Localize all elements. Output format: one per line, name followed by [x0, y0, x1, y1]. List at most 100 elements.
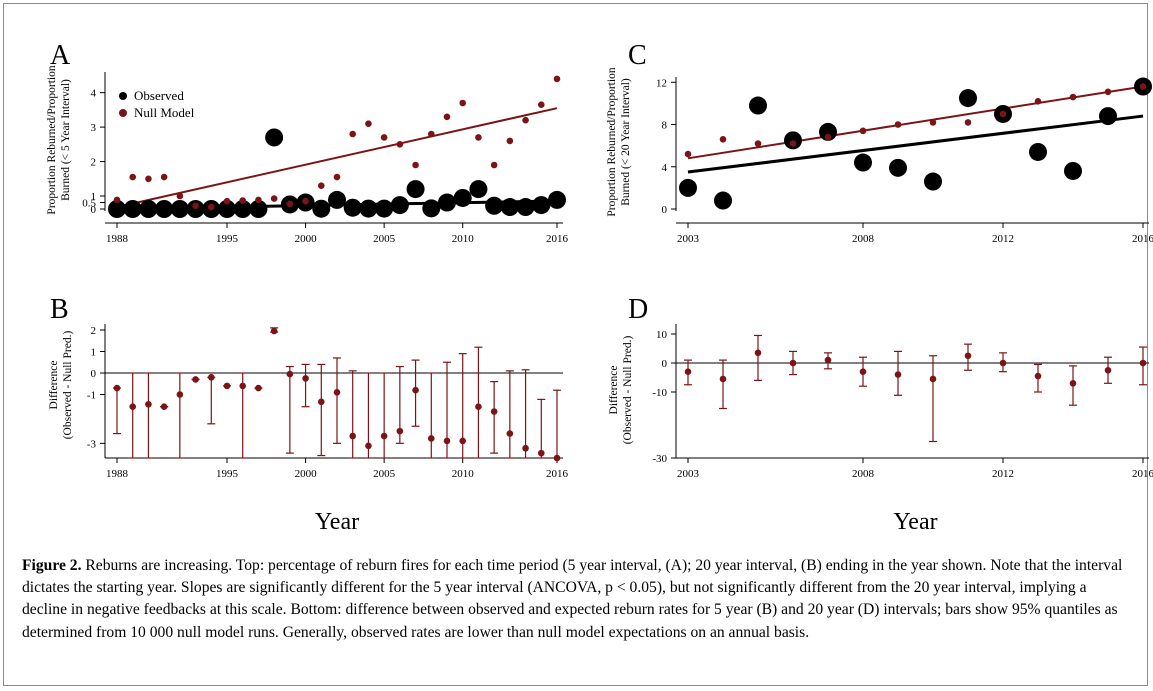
trend-line-null-model	[687, 85, 1144, 160]
difference-point	[553, 454, 561, 462]
x-tick-label: 2010	[452, 468, 475, 480]
panel-letter: A	[50, 40, 71, 71]
x-tick-label: 1988	[106, 468, 129, 480]
difference-point	[176, 391, 184, 398]
y-tick-label: 0	[662, 358, 668, 370]
difference-point	[789, 359, 797, 367]
y-tick-label: 2	[91, 157, 97, 169]
observed-point	[233, 200, 252, 218]
panel-d-difference-20yr: D Difference (Observed - Null Pred.) 10 0 -10…	[608, 294, 1153, 535]
null-model-point	[929, 119, 937, 126]
difference-point	[223, 382, 231, 390]
difference-point	[443, 437, 451, 445]
observed-point	[123, 200, 142, 218]
observed-point	[328, 190, 346, 209]
y-axis-label-line-2: Burned (< 20 Year Interval)	[620, 78, 632, 206]
y-tick-label: 10	[656, 329, 668, 341]
observed-point	[422, 199, 441, 218]
panel-letter: C	[628, 40, 647, 71]
null-model-point	[113, 196, 121, 204]
difference-point	[684, 368, 692, 376]
difference-point	[365, 442, 372, 450]
observed-point	[469, 180, 488, 199]
difference-point	[894, 371, 902, 378]
x-tick-label: 1988	[106, 233, 129, 245]
x-tick-label: 2005	[373, 233, 396, 245]
difference-point	[302, 375, 309, 382]
null-model-point	[270, 195, 278, 202]
x-tick-label: 1995	[216, 468, 239, 480]
observed-point	[679, 178, 697, 197]
x-tick-label: 2000	[295, 468, 318, 480]
difference-point	[380, 432, 388, 440]
null-model-point	[239, 197, 247, 204]
null-model-point	[719, 136, 727, 143]
observed-point	[1064, 161, 1082, 180]
difference-point	[129, 403, 137, 411]
difference-point	[522, 444, 529, 452]
null-model-point	[459, 99, 467, 107]
null-model-point	[684, 150, 692, 158]
y-axis-label-line-1: Difference	[608, 366, 620, 415]
y-tick-label: 8	[662, 120, 668, 132]
null-model-point	[894, 121, 902, 128]
observed-point	[532, 196, 551, 215]
null-model-point	[1069, 93, 1077, 101]
difference-point	[1104, 366, 1112, 374]
x-axis-title: Year	[893, 509, 937, 535]
x-tick-label: 2010	[452, 233, 475, 245]
panel-c-observed-vs-null-20yr: C Proportion Reburned/Proportion Burned (<…	[606, 40, 1153, 245]
trend-line-observed	[687, 114, 1144, 174]
observed-point	[108, 200, 126, 218]
difference-point	[1034, 372, 1042, 380]
observed-point	[312, 199, 331, 218]
null-model-point	[349, 130, 357, 138]
panel-letter: D	[628, 294, 648, 325]
y-tick-label: -3	[87, 438, 97, 450]
observed-point	[453, 188, 472, 207]
null-model-point	[145, 175, 152, 183]
difference-point	[349, 432, 357, 440]
y-tick-label: 4	[662, 162, 668, 174]
difference-point	[537, 449, 545, 457]
y-tick-label: 0	[91, 368, 97, 380]
difference-point	[427, 435, 435, 442]
difference-point	[270, 327, 278, 335]
observed-point	[375, 199, 394, 218]
observed-point	[406, 180, 425, 199]
x-tick-label: 2005	[373, 468, 396, 480]
observed-point	[249, 200, 268, 218]
y-axis-label-line-1: Proportion Reburned/Proportion	[606, 67, 618, 216]
y-tick-label: 0	[662, 204, 668, 216]
y-tick-label: 3	[91, 122, 97, 134]
y-tick-label: 4	[91, 88, 97, 100]
y-axis-label-line-2: (Observed - Null Pred.)	[622, 336, 634, 445]
difference-point	[239, 382, 247, 390]
difference-point	[207, 374, 215, 381]
panel-letter: B	[50, 294, 69, 325]
null-model-point	[824, 133, 832, 141]
y-tick-label: 12	[656, 77, 667, 89]
difference-point	[754, 349, 762, 357]
legend-label-null-model: Null Model	[134, 105, 195, 120]
x-tick-label: 1995	[216, 233, 239, 245]
observed-point	[139, 200, 158, 218]
observed-point	[1099, 107, 1117, 126]
null-model-point	[789, 140, 797, 147]
observed-point	[854, 153, 872, 172]
observed-point	[485, 196, 504, 215]
y-tick-label: 0.5	[82, 198, 96, 210]
observed-point	[819, 122, 837, 141]
trend-line-null-model	[116, 107, 558, 209]
observed-point	[155, 200, 174, 218]
null-model-point	[522, 116, 529, 124]
observed-point	[343, 198, 362, 217]
y-axis-label-line-1: Proportion Reburned/Proportion	[46, 65, 58, 214]
caption-text: Reburns are increasing. Top: percentage …	[22, 557, 1123, 641]
observed-point	[359, 199, 378, 218]
observed-point	[889, 158, 907, 177]
x-tick-label: 2016	[1132, 468, 1153, 480]
difference-point	[719, 375, 727, 383]
difference-point	[459, 437, 467, 445]
